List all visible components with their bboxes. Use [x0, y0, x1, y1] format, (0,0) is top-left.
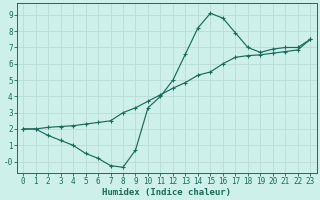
X-axis label: Humidex (Indice chaleur): Humidex (Indice chaleur)	[102, 188, 231, 197]
